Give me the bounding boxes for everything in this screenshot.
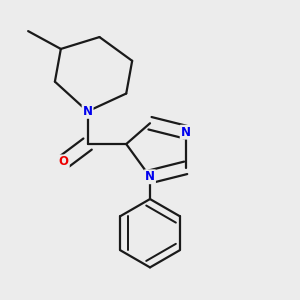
Text: N: N <box>145 170 155 183</box>
Text: N: N <box>82 105 93 118</box>
Text: N: N <box>181 126 191 139</box>
Text: O: O <box>59 155 69 168</box>
